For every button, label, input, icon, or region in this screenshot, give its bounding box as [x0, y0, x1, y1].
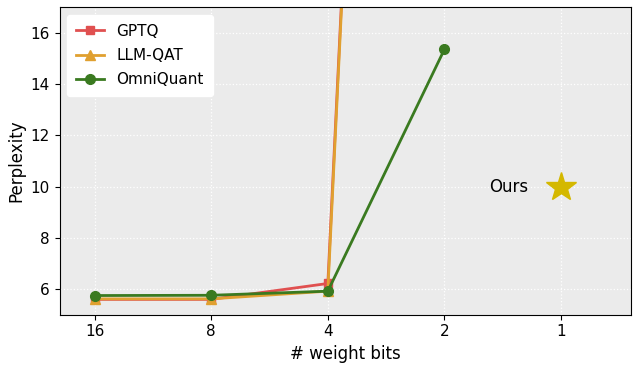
OmniQuant: [441, 47, 449, 51]
Text: Ours: Ours: [489, 178, 528, 195]
Line: LLM-QAT: LLM-QAT: [90, 0, 449, 304]
GPTQ: [207, 297, 215, 302]
LLM-QAT: [91, 297, 98, 301]
GPTQ: [91, 297, 98, 302]
Legend: GPTQ, LLM-QAT, OmniQuant: GPTQ, LLM-QAT, OmniQuant: [67, 14, 212, 96]
OmniQuant: [207, 293, 215, 297]
LLM-QAT: [207, 297, 215, 301]
Line: GPTQ: GPTQ: [91, 0, 449, 303]
Line: OmniQuant: OmniQuant: [90, 44, 449, 300]
GPTQ: [324, 281, 332, 286]
LLM-QAT: [324, 289, 332, 293]
OmniQuant: [324, 289, 332, 293]
X-axis label: # weight bits: # weight bits: [290, 345, 401, 363]
Y-axis label: Perplexity: Perplexity: [7, 120, 25, 202]
OmniQuant: [91, 293, 98, 298]
